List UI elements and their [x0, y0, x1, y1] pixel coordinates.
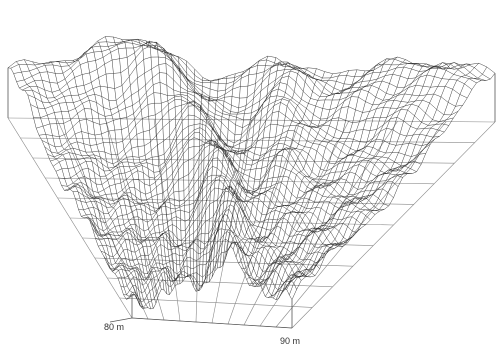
- mesh-row-line: [22, 40, 473, 102]
- mesh-col-line: [89, 46, 159, 295]
- mesh-col-line: [227, 66, 301, 251]
- depth-scale-tick: [109, 317, 133, 323]
- mesh-col-line: [270, 63, 431, 298]
- mesh-col-line: [222, 61, 285, 266]
- mesh-col-line: [241, 72, 341, 269]
- mesh-col-line: [129, 39, 173, 292]
- floor-grid-line: [259, 121, 398, 327]
- mesh-row-line: [84, 157, 371, 232]
- mesh-col-line: [195, 77, 204, 292]
- mesh-col-line: [209, 71, 244, 282]
- mesh-col-line: [121, 39, 170, 295]
- mesh-col-line: [289, 66, 488, 296]
- mesh-col-line: [225, 61, 293, 260]
- mesh-col-line: [105, 36, 165, 291]
- mesh-row-line: [52, 105, 422, 172]
- mesh-col-line: [211, 66, 252, 278]
- mesh-row-line: [33, 72, 454, 122]
- bounding-frame: [7, 67, 496, 329]
- mesh-col-line: [15, 61, 135, 297]
- width-scale-label: 90 m: [280, 336, 300, 346]
- mesh-col-line: [235, 71, 325, 258]
- mesh-col-line: [265, 63, 414, 297]
- mesh-col-line: [254, 63, 382, 287]
- mesh-col-line: [162, 48, 183, 282]
- mesh-col-line: [243, 70, 350, 276]
- mesh-col-line: [72, 59, 154, 309]
- mesh-col-line: [246, 69, 358, 281]
- mesh-col-line: [7, 67, 133, 300]
- mesh-col-line: [230, 67, 309, 247]
- mesh-row-line: [16, 42, 482, 92]
- mesh-col-line: [64, 60, 151, 309]
- width-scale-edge: [131, 317, 293, 329]
- mesh-col-line: [170, 53, 186, 278]
- terrain-mesh: [7, 36, 496, 310]
- mesh-col-line: [214, 60, 260, 272]
- mesh-col-line: [238, 73, 333, 264]
- mesh-row-line: [61, 127, 408, 187]
- mesh-col-line: [80, 52, 157, 304]
- floor-grid-line: [291, 121, 496, 329]
- mesh-col-line: [281, 62, 463, 294]
- mesh-col-line: [56, 61, 149, 308]
- mesh-col-line: [267, 63, 423, 298]
- mesh-col-line: [259, 56, 398, 284]
- mesh-col-line: [48, 61, 146, 309]
- mesh-col-line: [97, 41, 162, 290]
- floor-grid-line: [94, 257, 353, 267]
- mesh-col-line: [206, 73, 236, 283]
- mesh-col-line: [251, 70, 374, 288]
- mesh-col-line: [273, 65, 439, 299]
- mesh-col-line: [145, 40, 178, 285]
- mesh-col-line: [153, 41, 181, 284]
- mesh-col-line: [291, 73, 496, 300]
- mesh-col-line: [278, 62, 455, 299]
- mesh-col-line: [283, 63, 471, 289]
- mesh-col-line: [233, 68, 317, 252]
- mesh-row-line: [126, 238, 302, 302]
- floor-grid-line: [119, 297, 313, 308]
- mesh-row-line: [24, 45, 468, 109]
- mesh-col-line: [262, 59, 406, 291]
- mesh-col-line: [40, 63, 143, 309]
- mesh-col-line: [257, 58, 390, 285]
- mesh-col-line: [249, 70, 366, 286]
- mesh-col-line: [219, 57, 277, 268]
- mesh-col-line: [24, 59, 138, 300]
- mesh-col-line: [217, 56, 268, 269]
- mesh-col-line: [113, 36, 167, 294]
- mesh-col-line: [203, 76, 228, 283]
- mesh-col-line: [198, 80, 212, 292]
- mesh-col-line: [178, 56, 189, 278]
- mesh-col-line: [186, 60, 191, 280]
- mesh-col-line: [275, 65, 447, 300]
- floor-grid-line: [227, 120, 301, 325]
- mesh-col-line: [137, 39, 175, 287]
- mesh-col-line: [32, 61, 141, 306]
- depth-scale-label: 80 m: [104, 322, 124, 332]
- mesh-row-line: [27, 56, 463, 113]
- mesh-col-line: [201, 78, 220, 288]
- mesh-col-line: [193, 69, 195, 287]
- floor-grid: [7, 117, 496, 329]
